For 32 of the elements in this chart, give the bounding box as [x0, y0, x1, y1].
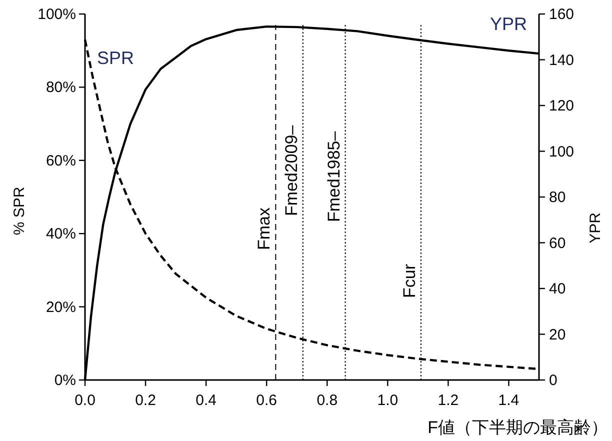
y2-tick-label: 60: [549, 234, 566, 252]
y-tick-label: 60%: [46, 152, 76, 170]
y-tick-label: 20%: [46, 298, 76, 316]
y2-tick-label: 140: [549, 52, 574, 69]
y2-tick-label: 160: [549, 6, 574, 23]
y2-tick-label: 80: [549, 189, 566, 206]
x-tick-label: 0.2: [135, 392, 156, 409]
x-tick-label: 0.0: [74, 392, 96, 409]
ref-line-label: Fmed1985‒: [324, 130, 344, 222]
series-label: SPR: [97, 48, 134, 68]
x-axis-title: F値（下半期の最高齢）: [428, 418, 608, 437]
y2-tick-label: 100: [549, 143, 574, 160]
y-tick-label: 100%: [38, 6, 76, 23]
y2-tick-label: 20: [549, 326, 566, 344]
y2-tick-label: 120: [549, 98, 574, 114]
y2-axis-title: YPR: [587, 212, 604, 244]
ref-line-label: Fmed2009‒: [282, 124, 301, 216]
ref-line-label: Fmax: [254, 207, 274, 250]
x-tick-label: 0.6: [256, 392, 278, 409]
series-label: YPR: [490, 14, 527, 34]
y-tick-label: 80%: [46, 79, 76, 96]
y2-tick-label: 0: [549, 372, 558, 389]
x-tick-label: 1.4: [498, 392, 520, 409]
x-tick-label: 1.0: [377, 392, 398, 409]
y-tick-label: 40%: [46, 226, 76, 243]
y-axis-title: % SPR: [11, 186, 28, 236]
y-tick-label: 0%: [54, 372, 76, 389]
ref-line-label: Fcur: [400, 264, 419, 298]
y2-tick-label: 40: [549, 280, 566, 298]
x-tick-label: 0.4: [196, 392, 216, 409]
x-tick-label: 0.8: [316, 392, 338, 409]
x-tick-label: 1.2: [438, 392, 459, 409]
